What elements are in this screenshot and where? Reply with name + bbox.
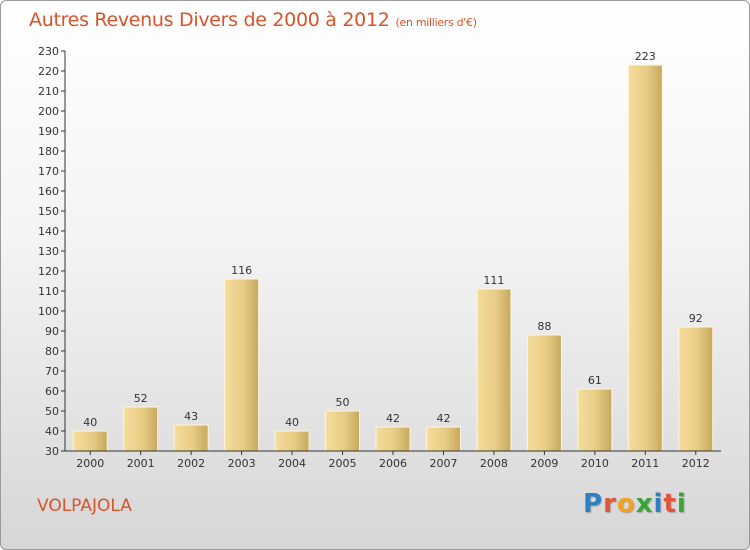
- y-tick-label: 60: [45, 385, 59, 398]
- y-tick-label: 180: [38, 145, 59, 158]
- y-tick-label: 80: [45, 345, 59, 358]
- y-tick-label: 230: [38, 45, 59, 58]
- bar-2012: [678, 326, 714, 452]
- bar-2006: [375, 426, 411, 452]
- x-axis: 2000 2001 2002 2003 2004 2005 2006 2007 2008 2009…: [65, 450, 721, 470]
- bar-2003: [224, 278, 260, 452]
- y-tick-label: 90: [45, 325, 59, 338]
- x-tick-label-2006: 2006: [379, 457, 407, 470]
- x-tick-label-2000: 2000: [76, 457, 104, 470]
- data-label-2004: 40: [285, 416, 299, 429]
- data-label-2012: 92: [689, 312, 703, 325]
- bar-2000: [72, 430, 108, 452]
- x-tick-label-2007: 2007: [429, 457, 457, 470]
- bar-2011: [627, 64, 663, 452]
- y-tick-label: 110: [38, 285, 59, 298]
- y-tick-label: 190: [38, 125, 59, 138]
- place-name: VOLPAJOLA: [37, 496, 132, 516]
- data-label-2011: 223: [635, 50, 656, 63]
- data-label-2008: 111: [483, 274, 504, 287]
- bar-2009: [526, 334, 562, 452]
- logo-letter-3: x: [635, 489, 654, 519]
- y-tick-label: 210: [38, 85, 59, 98]
- proxiti-logo[interactable]: Proxiti: [583, 489, 687, 519]
- y-tick-label: 70: [45, 365, 59, 378]
- x-tick-label-2004: 2004: [278, 457, 306, 470]
- data-label-2003: 116: [231, 264, 252, 277]
- logo-letter-5: t: [663, 489, 677, 519]
- bars: 40 52 43 116 40 50 42 42 111 88 61 223 92: [72, 50, 714, 452]
- x-tick-label-2001: 2001: [127, 457, 155, 470]
- unit-label: (en milliers d'€): [395, 16, 477, 29]
- data-label-2001: 52: [134, 392, 148, 405]
- y-tick-label: 150: [38, 205, 59, 218]
- y-tick-label: 120: [38, 265, 59, 278]
- logo-letter-0: P: [583, 489, 604, 519]
- y-tick-label: 170: [38, 165, 59, 178]
- data-label-2010: 61: [588, 374, 602, 387]
- data-label-2007: 42: [436, 412, 450, 425]
- bar-2004: [274, 430, 310, 452]
- data-label-2000: 40: [83, 416, 97, 429]
- chart-title: Autres Revenus Divers de 2000 à 2012 (en …: [29, 9, 477, 31]
- x-tick-label-2012: 2012: [682, 457, 710, 470]
- data-label-2006: 42: [386, 412, 400, 425]
- y-tick-label: 130: [38, 245, 59, 258]
- y-axis: 30 40 50 60 70 80 90 100 110 120 130 140 150 160 170 18…: [38, 45, 66, 458]
- bar-2007: [425, 426, 461, 452]
- bar-2002: [173, 424, 209, 452]
- logo-letter-1: r: [603, 489, 617, 519]
- data-label-2009: 88: [537, 320, 551, 333]
- y-tick-label: 220: [38, 65, 59, 78]
- x-tick-label-2003: 2003: [228, 457, 256, 470]
- x-tick-label-2008: 2008: [480, 457, 508, 470]
- y-tick-label: 140: [38, 225, 59, 238]
- x-tick-label-2002: 2002: [177, 457, 205, 470]
- bar-2005: [325, 410, 361, 452]
- x-tick-label-2005: 2005: [329, 457, 357, 470]
- x-tick-label-2011: 2011: [631, 457, 659, 470]
- x-tick-label-2010: 2010: [581, 457, 609, 470]
- title-text: Autres Revenus Divers de 2000 à 2012: [29, 9, 390, 31]
- bar-2010: [577, 388, 613, 452]
- y-tick-label: 200: [38, 105, 59, 118]
- data-label-2005: 50: [336, 396, 350, 409]
- y-tick-label: 100: [38, 305, 59, 318]
- y-tick-label: 50: [45, 405, 59, 418]
- y-tick-label: 160: [38, 185, 59, 198]
- data-label-2002: 43: [184, 410, 198, 423]
- logo-letter-6: i: [676, 489, 687, 519]
- x-tick-label-2009: 2009: [530, 457, 558, 470]
- logo-letter-2: o: [616, 489, 636, 519]
- bar-2008: [476, 288, 512, 452]
- y-tick-label: 40: [45, 425, 59, 438]
- logo-letter-4: i: [653, 489, 664, 519]
- y-tick-label: 30: [45, 445, 59, 458]
- bar-2001: [123, 406, 159, 452]
